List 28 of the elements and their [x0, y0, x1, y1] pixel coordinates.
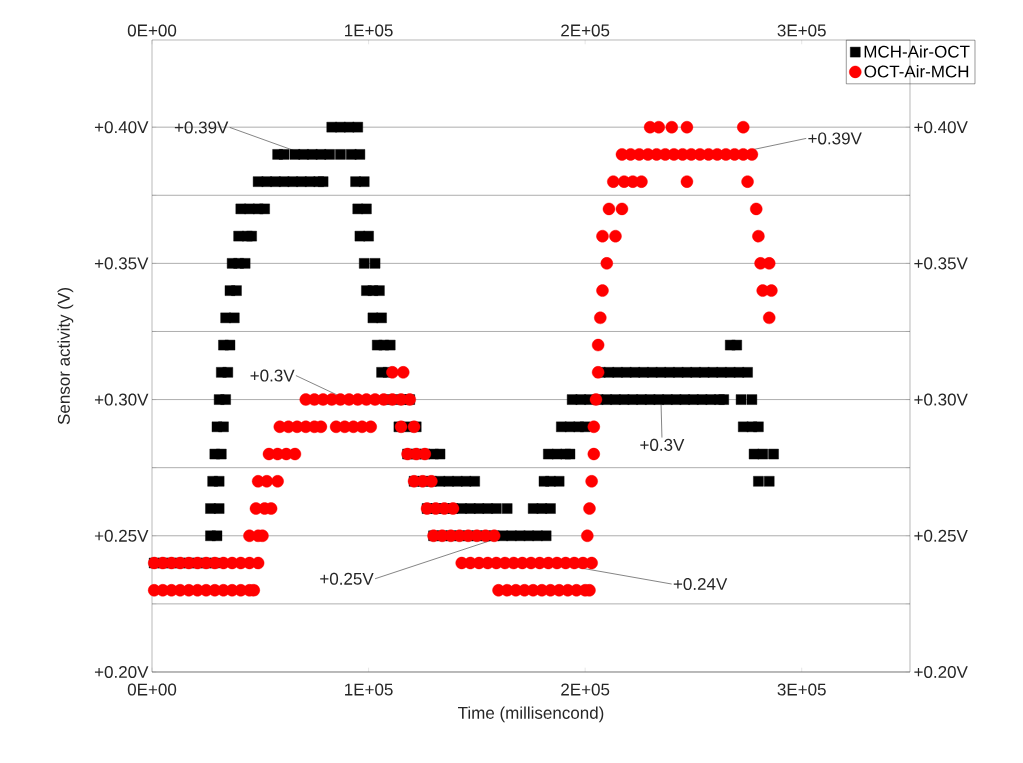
y2-tick-label: +0.30V — [914, 393, 968, 406]
x2-tick-label: 0E+00 — [127, 24, 177, 37]
x-axis-title: Time (millisencond) — [458, 706, 604, 723]
y-tick-label: +0.30V — [94, 393, 149, 406]
y-tick-label: +0.25V — [94, 529, 149, 542]
legend-label: OCT-Air-MCH — [864, 65, 969, 78]
y-tick-label: +0.40V — [94, 121, 149, 134]
y-tick-label: +0.20V — [94, 665, 149, 679]
annotation: +0.25V — [320, 572, 374, 585]
x2-tick-label: 3E+05 — [777, 24, 826, 37]
annotation: +0.24V — [673, 578, 728, 591]
y2-tick-label: +0.35V — [914, 257, 968, 270]
y-tick-label: +0.35V — [94, 257, 149, 270]
y2-tick-label: +0.40V — [914, 121, 968, 134]
y2-tick-label: +0.20V — [914, 665, 968, 679]
x2-tick-label: 2E+05 — [561, 24, 610, 37]
annotation: +0.39V — [808, 132, 862, 145]
x-tick-label: 1E+05 — [345, 683, 393, 696]
annotation: +0.3V — [640, 438, 685, 451]
x-tick-label: 3E+05 — [777, 683, 826, 696]
x2-tick-label: 1E+05 — [345, 24, 393, 37]
annotation: +0.39V — [174, 121, 229, 134]
y2-tick-label: +0.25V — [914, 529, 968, 542]
x-tick-label: 2E+05 — [561, 683, 610, 696]
legend-label: MCH-Air-OCT — [864, 45, 970, 58]
y-axis-title: Sensor activity (V) — [57, 288, 74, 425]
x-tick-label: 0E+00 — [127, 683, 177, 696]
annotation: +0.3V — [250, 369, 295, 382]
